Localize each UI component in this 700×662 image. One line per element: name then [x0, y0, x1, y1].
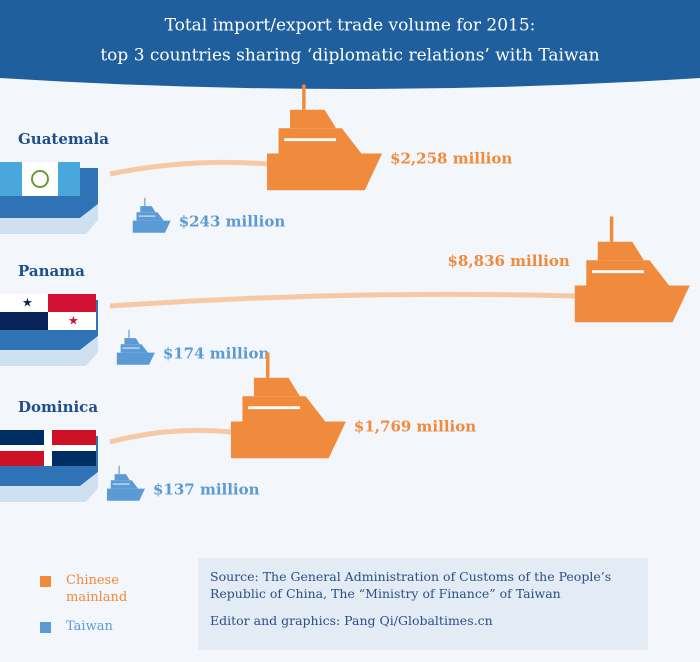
legend-item: Chinese mainland: [40, 572, 140, 606]
flag-platform: ★★: [0, 294, 98, 366]
chart-subtitle: top 3 countries sharing ‘diplomatic rela…: [100, 46, 599, 66]
ship: [132, 197, 171, 233]
hull: [116, 352, 155, 365]
bridge: [597, 241, 644, 261]
wake: [109, 159, 268, 177]
bridge: [253, 377, 300, 397]
flag-q: [0, 294, 48, 312]
credit: Editor and graphics: Pang Qi/Globaltimes…: [210, 613, 493, 628]
hull: [267, 153, 383, 191]
platform-shadow: [0, 204, 98, 234]
flag-q: [52, 451, 96, 466]
bridge: [290, 109, 337, 129]
category-label: Dominica: [18, 398, 98, 416]
legend-swatch: [40, 622, 51, 633]
flag-q: [48, 312, 96, 330]
flag-emblem: [31, 170, 49, 188]
hull: [106, 488, 145, 501]
value-label: $1,769 million: [354, 417, 476, 435]
ship: [267, 84, 383, 191]
flag-stripe: [0, 162, 22, 196]
bridge: [140, 206, 156, 213]
hull: [574, 285, 690, 323]
flag-q: [0, 430, 44, 445]
ship: [106, 465, 145, 501]
value-label: $137 million: [153, 481, 260, 499]
flag-stripe: [58, 162, 80, 196]
flag-star: ★: [68, 314, 79, 328]
category-label: Guatemala: [18, 130, 109, 148]
flag-star: ★: [22, 296, 33, 310]
platform-shadow: [0, 472, 98, 502]
bridge: [124, 338, 140, 345]
flag-stripe: [22, 162, 58, 196]
flag-platform: [0, 430, 98, 502]
hull: [230, 421, 346, 459]
value-label: $174 million: [163, 345, 270, 363]
hull: [132, 220, 171, 233]
ship: [230, 352, 346, 459]
legend-label: Taiwan: [66, 619, 113, 634]
chart-title: Total import/export trade volume for 201…: [165, 16, 536, 36]
value-label: $8,836 million: [448, 252, 570, 270]
value-label: $2,258 million: [390, 149, 512, 167]
bridge: [114, 474, 130, 481]
wake: [109, 427, 232, 445]
source: Source: The General Administration of Cu…: [210, 569, 612, 601]
ship: [116, 329, 155, 365]
platform-shadow: [0, 336, 98, 366]
legend-swatch: [40, 576, 51, 587]
flag-platform: [0, 162, 98, 234]
header-band: [0, 0, 700, 89]
value-label: $243 million: [179, 213, 286, 231]
ship: [574, 216, 690, 323]
flag-q: [0, 451, 44, 466]
flag-q: [48, 294, 96, 312]
flag-q: [0, 312, 48, 330]
legend-item: Taiwan: [40, 618, 140, 635]
flag-q: [52, 430, 96, 445]
wake: [109, 291, 575, 309]
legend-label: Chinese mainland: [66, 573, 128, 605]
category-label: Panama: [18, 262, 85, 280]
source-box: Source: The General Administration of Cu…: [198, 558, 648, 650]
